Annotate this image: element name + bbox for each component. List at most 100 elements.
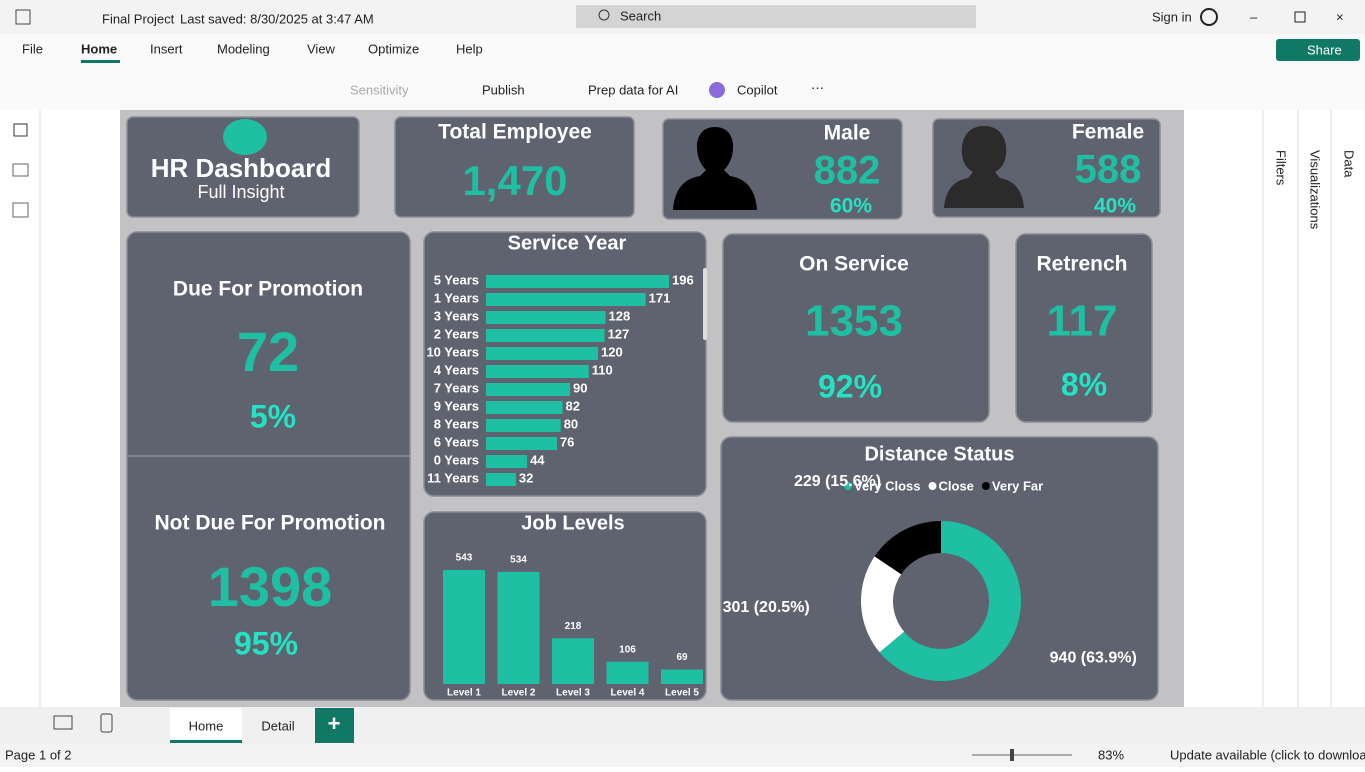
value-label: 127	[608, 326, 630, 341]
menu-item[interactable]: File	[22, 41, 43, 56]
category-label: 7 Years	[434, 380, 479, 395]
retrench-label: Retrench	[1036, 253, 1127, 276]
mobile-view[interactable]	[100, 713, 113, 733]
on-service-label: On Service	[799, 253, 909, 276]
donut-slice	[861, 556, 905, 653]
bar	[497, 571, 540, 684]
category-label: Level 3	[556, 688, 590, 699]
bar	[486, 365, 589, 378]
bar	[552, 638, 594, 684]
filters-pane[interactable]: Filters	[1274, 150, 1289, 186]
add-page-icon[interactable]: +	[328, 711, 341, 736]
page-count: Page 1 of 2	[5, 747, 72, 762]
sensitivity[interactable]: Sensitivity	[350, 82, 409, 97]
promotion-card	[126, 231, 411, 701]
on-service-value: 1353	[805, 297, 903, 346]
bar	[486, 401, 563, 414]
tab-detail[interactable]: Detail	[261, 718, 294, 733]
female-icon	[944, 126, 1024, 208]
male-value: 882	[814, 149, 881, 193]
tab-home-bg[interactable]	[170, 708, 242, 743]
value-label: 218	[565, 621, 582, 632]
legend-label: Very Far	[992, 478, 1043, 493]
female-value: 588	[1075, 148, 1142, 192]
share[interactable]: Share	[1307, 42, 1342, 57]
zoom: 83%	[1098, 747, 1124, 762]
male-percent: 60%	[830, 195, 872, 218]
menu-item[interactable]: Help	[456, 41, 483, 56]
category-label: Level 1	[447, 688, 481, 699]
publish[interactable]: Publish	[482, 82, 525, 97]
avatar[interactable]	[1200, 8, 1218, 26]
job-levels-card	[423, 511, 707, 701]
report-view[interactable]	[13, 123, 28, 137]
category-label: 1 Years	[434, 290, 479, 305]
value-label: 76	[560, 434, 574, 449]
tab-underline	[170, 740, 242, 743]
bar	[486, 275, 669, 288]
chart-title: Distance Status	[864, 443, 1014, 465]
female-label: Female	[1072, 121, 1144, 144]
desktop-view[interactable]	[53, 715, 73, 730]
on-service-card	[722, 233, 990, 423]
visualizations-pane[interactable]: Visualizations	[1308, 150, 1323, 230]
scrollbar[interactable]	[703, 268, 707, 340]
menu-item[interactable]: View	[307, 41, 336, 56]
logo	[223, 119, 267, 155]
minimize[interactable]: –	[1250, 9, 1258, 24]
sign-in[interactable]: Sign in	[1152, 9, 1192, 24]
value-label: 44	[530, 452, 545, 467]
male-label: Male	[824, 122, 871, 145]
due-label: Due For Promotion	[173, 278, 363, 301]
search-box[interactable]	[576, 5, 976, 28]
retrench-percent: 8%	[1061, 366, 1107, 402]
legend-label: Close	[939, 478, 974, 493]
update[interactable]: Update available (click to download)	[1170, 747, 1365, 762]
ribbon-bg	[0, 34, 1365, 110]
search: Search	[620, 8, 661, 23]
zoom-thumb[interactable]	[1010, 749, 1014, 761]
bar	[443, 570, 485, 684]
category-label: 9 Years	[434, 398, 479, 413]
bar	[486, 383, 571, 396]
close[interactable]: ×	[1336, 9, 1344, 24]
model-view[interactable]	[12, 202, 29, 218]
menu-item[interactable]: Home	[81, 41, 117, 56]
not-due-value: 1398	[208, 555, 333, 618]
save-icon[interactable]	[15, 9, 31, 25]
more[interactable]: ⋯	[811, 80, 824, 95]
value-label: 110	[592, 362, 613, 377]
home-underline	[81, 60, 120, 63]
bar	[486, 311, 606, 324]
not-due-label: Not Due For Promotion	[155, 512, 386, 535]
prep-data[interactable]: Prep data for AI	[588, 82, 678, 97]
data-label: 301 (20.5%)	[723, 599, 810, 616]
bar	[486, 437, 557, 450]
header-card	[126, 116, 360, 218]
value-label: 534	[510, 555, 527, 566]
maximize[interactable]	[1294, 11, 1306, 23]
bar	[486, 455, 528, 468]
chart-title: Job Levels	[521, 512, 624, 534]
menu-item[interactable]: Insert	[150, 41, 183, 56]
file-name: Final Project	[102, 11, 175, 26]
menu-item[interactable]: Optimize	[368, 41, 419, 56]
menu-item[interactable]: Modeling	[217, 41, 270, 56]
total-card	[394, 116, 635, 218]
category-label: 3 Years	[434, 308, 479, 323]
tab-home[interactable]: Home	[189, 718, 224, 733]
share-button[interactable]	[1276, 39, 1360, 61]
table-view[interactable]	[12, 163, 29, 177]
data-pane[interactable]: Data	[1342, 150, 1357, 178]
copilot[interactable]: Copilot	[737, 82, 778, 97]
due-value: 72	[237, 320, 299, 383]
value-label: 543	[456, 553, 473, 564]
chart-title: Service Year	[508, 232, 627, 254]
value-label: 120	[601, 344, 623, 359]
category-label: Level 2	[502, 688, 536, 699]
add-page[interactable]	[315, 708, 354, 743]
bar	[486, 419, 561, 432]
retrench-value: 117	[1047, 297, 1118, 346]
category-label: 2 Years	[434, 326, 479, 341]
bar	[486, 293, 646, 306]
